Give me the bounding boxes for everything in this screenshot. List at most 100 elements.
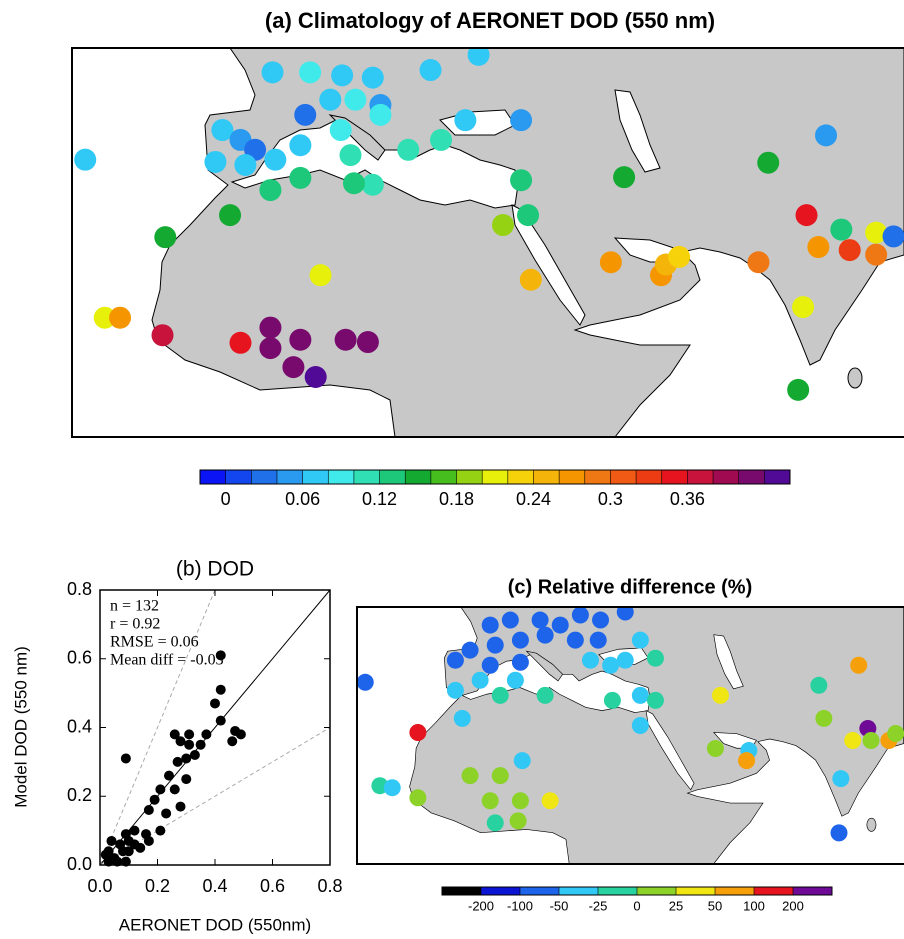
chart-title: (a) Climatology of AERONET DOD (550 nm) bbox=[265, 8, 715, 33]
site bbox=[599, 251, 622, 274]
site bbox=[261, 61, 284, 84]
colorbar-box bbox=[676, 887, 716, 895]
colorbar-box bbox=[353, 470, 380, 484]
site bbox=[862, 732, 880, 750]
site bbox=[342, 172, 365, 195]
colorbar-box bbox=[507, 470, 534, 484]
site bbox=[339, 144, 362, 167]
point bbox=[155, 825, 166, 836]
colorbar-tick-label: 100 bbox=[743, 898, 765, 913]
site bbox=[566, 631, 584, 649]
chart-title: (b) DOD bbox=[176, 558, 254, 581]
point bbox=[143, 805, 154, 815]
colorbar-box bbox=[559, 887, 599, 895]
site bbox=[259, 316, 282, 339]
site bbox=[409, 723, 427, 741]
colorbar-box bbox=[533, 470, 560, 484]
point bbox=[155, 784, 166, 795]
one-to-one-line bbox=[99, 589, 331, 866]
colorbar-box bbox=[559, 470, 586, 484]
colorbar-tick-label: 0.12 bbox=[362, 489, 397, 509]
site bbox=[361, 173, 384, 196]
point bbox=[120, 753, 131, 764]
colorbar-tick-label: 25 bbox=[669, 898, 683, 913]
colorbar-box bbox=[481, 887, 521, 895]
site bbox=[397, 138, 420, 161]
site bbox=[613, 166, 636, 189]
y-tick-label: 0.6 bbox=[67, 648, 92, 668]
colorbar-box bbox=[764, 470, 791, 484]
site bbox=[151, 324, 174, 347]
point bbox=[169, 729, 180, 740]
site bbox=[467, 48, 490, 66]
site bbox=[259, 337, 282, 360]
point bbox=[235, 729, 246, 740]
x-tick-label: 0.0 bbox=[87, 876, 112, 896]
ratio-line bbox=[99, 589, 216, 866]
site bbox=[319, 88, 342, 111]
site bbox=[329, 119, 352, 142]
point bbox=[112, 856, 123, 867]
point bbox=[184, 739, 195, 750]
x-tick-label: 0.4 bbox=[202, 876, 227, 896]
site bbox=[289, 134, 312, 157]
site bbox=[383, 779, 401, 797]
point bbox=[169, 784, 180, 795]
site bbox=[289, 166, 312, 189]
site bbox=[461, 767, 479, 785]
site bbox=[517, 204, 540, 227]
y-tick-label: 0.8 bbox=[67, 579, 92, 599]
site bbox=[471, 671, 489, 689]
point bbox=[184, 729, 195, 740]
point bbox=[143, 835, 154, 846]
site bbox=[491, 686, 509, 704]
colorbar-tick-label: 200 bbox=[782, 898, 804, 913]
y-tick-label: 0.4 bbox=[67, 716, 92, 736]
colorbar-tick-label: 0 bbox=[633, 898, 640, 913]
colorbar-tick-label: 0 bbox=[221, 489, 231, 509]
site bbox=[93, 306, 116, 329]
site bbox=[510, 109, 533, 132]
point bbox=[129, 825, 140, 836]
colorbar-box bbox=[442, 887, 482, 895]
colorbar-box bbox=[610, 470, 637, 484]
site bbox=[602, 656, 620, 674]
point bbox=[175, 736, 186, 747]
site bbox=[491, 214, 514, 237]
site bbox=[409, 789, 427, 807]
site bbox=[369, 103, 392, 126]
point bbox=[149, 794, 160, 805]
site bbox=[519, 268, 542, 291]
colorbar-box bbox=[661, 470, 688, 484]
annotation: n = 132 bbox=[110, 598, 159, 615]
colorbar-box bbox=[687, 470, 714, 484]
site bbox=[511, 792, 529, 810]
site bbox=[486, 636, 504, 654]
site bbox=[792, 296, 815, 319]
site bbox=[109, 306, 132, 329]
colorbar-box bbox=[482, 470, 509, 484]
site bbox=[481, 616, 499, 634]
site bbox=[282, 356, 305, 379]
colorbar-box bbox=[520, 887, 560, 895]
site bbox=[830, 824, 848, 842]
site bbox=[838, 239, 861, 262]
site bbox=[511, 631, 529, 649]
colorbar-tick-label: 0.36 bbox=[670, 489, 705, 509]
site bbox=[446, 681, 464, 699]
point bbox=[175, 801, 186, 812]
colorbar-tick-label: 0.24 bbox=[516, 489, 551, 509]
point bbox=[106, 835, 117, 846]
point bbox=[103, 856, 114, 867]
site bbox=[830, 218, 853, 241]
annotation: r = 0.92 bbox=[110, 616, 160, 633]
x-axis-title: AERONET DOD (550nm) bbox=[119, 915, 311, 934]
site bbox=[501, 611, 519, 629]
site bbox=[331, 64, 354, 87]
site bbox=[887, 724, 904, 742]
chart-title: (c) Relative difference (%) bbox=[508, 576, 753, 598]
colorbar-box bbox=[379, 470, 406, 484]
colorbar-box bbox=[200, 470, 226, 484]
map-c-land bbox=[409, 607, 904, 864]
site bbox=[711, 686, 729, 704]
